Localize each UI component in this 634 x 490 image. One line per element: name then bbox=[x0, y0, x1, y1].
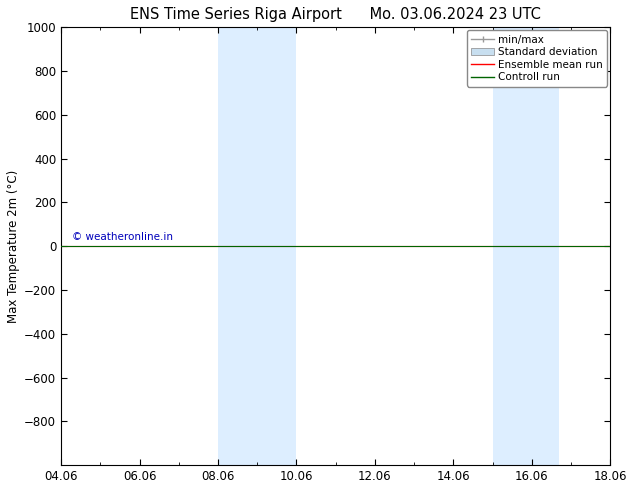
Bar bbox=[493, 27, 559, 465]
Text: © weatheronline.in: © weatheronline.in bbox=[72, 232, 173, 242]
Bar bbox=[218, 27, 297, 465]
Title: ENS Time Series Riga Airport      Mo. 03.06.2024 23 UTC: ENS Time Series Riga Airport Mo. 03.06.2… bbox=[130, 7, 541, 22]
Legend: min/max, Standard deviation, Ensemble mean run, Controll run: min/max, Standard deviation, Ensemble me… bbox=[467, 30, 607, 87]
Y-axis label: Max Temperature 2m (°C): Max Temperature 2m (°C) bbox=[7, 170, 20, 323]
